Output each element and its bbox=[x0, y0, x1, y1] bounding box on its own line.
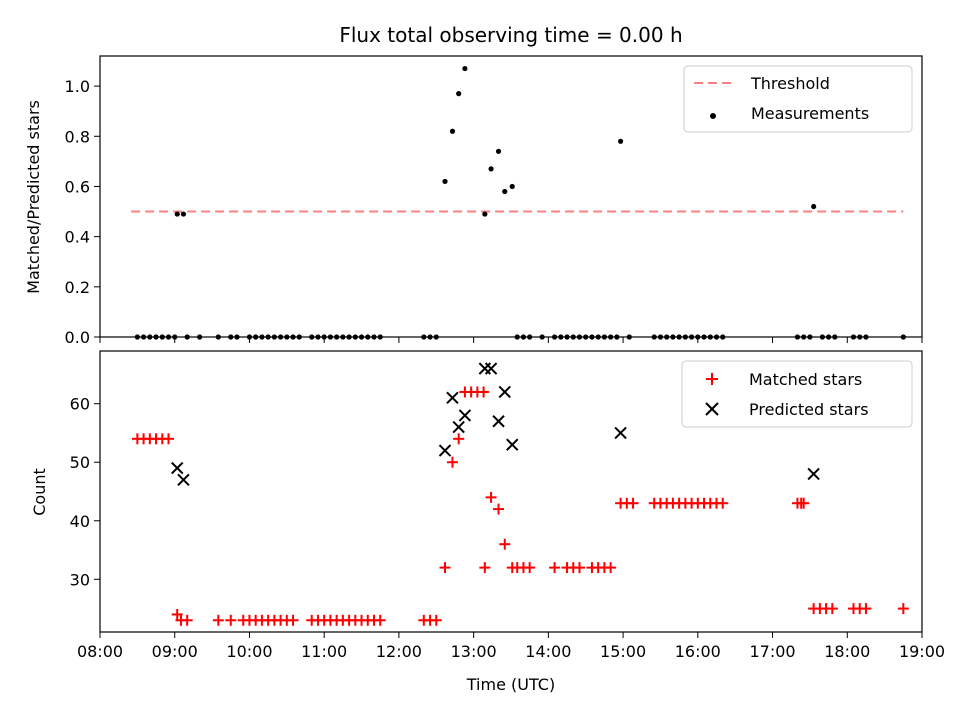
matched-stars-point bbox=[493, 503, 505, 515]
top-y-tick-label: 0.2 bbox=[65, 278, 90, 297]
matched-stars-point bbox=[574, 562, 585, 574]
bottom-axes: 08:00 09:00 10:00 11:00 12:00 13:00 14:00 15:00… bbox=[70, 395, 945, 661]
matched-stars-point bbox=[374, 614, 386, 626]
measurement-point bbox=[618, 138, 624, 144]
matched-legend-label: Matched stars bbox=[749, 370, 862, 389]
matched-stars-point bbox=[826, 603, 838, 615]
top-y-tick-label: 1.0 bbox=[65, 77, 90, 96]
threshold-legend-label: Threshold bbox=[750, 74, 830, 93]
measurement-point bbox=[502, 188, 508, 195]
predicted-stars-point bbox=[177, 473, 190, 486]
matched-stars-point bbox=[860, 603, 872, 615]
predicted-stars-point bbox=[458, 409, 472, 422]
x-tick-label: 16:00 bbox=[675, 642, 721, 661]
bottom-axes-frame bbox=[99, 350, 923, 633]
measurement-point bbox=[456, 91, 462, 97]
predicted-stars-point bbox=[498, 385, 511, 399]
matched-stars-point bbox=[798, 497, 810, 509]
matched-stars-point bbox=[225, 614, 237, 626]
matched-stars-point bbox=[181, 614, 193, 626]
measurement-point bbox=[442, 178, 448, 185]
bottom-y-tick-label: 40 bbox=[70, 512, 90, 531]
matched-stars-point bbox=[430, 614, 442, 626]
x-tick-label: 17:00 bbox=[749, 642, 795, 661]
figure-title: Flux total observing time = 0.00 h bbox=[339, 23, 682, 47]
predicted-stars-point bbox=[506, 438, 519, 451]
matched-stars-point bbox=[524, 562, 536, 574]
measurement-point bbox=[449, 128, 456, 134]
bottom-y-tick-label: 50 bbox=[70, 453, 90, 472]
measurements-legend-swatch bbox=[710, 113, 716, 119]
measurements-legend-label: Measurements bbox=[751, 104, 869, 123]
x-tick-label: 09:00 bbox=[152, 642, 198, 661]
x-tick-label: 12:00 bbox=[376, 642, 422, 661]
x-tick-label: 11:00 bbox=[301, 642, 347, 661]
predicted-legend-swatch bbox=[705, 402, 719, 416]
x-tick-label: 18:00 bbox=[824, 642, 870, 661]
measurement-point bbox=[482, 211, 488, 217]
top-y-tick-label: 0.8 bbox=[65, 127, 90, 146]
matched-legend-swatch bbox=[706, 373, 718, 385]
matched-stars-point bbox=[439, 562, 451, 574]
matched-stars-point bbox=[549, 562, 561, 574]
top-legend: Threshold Measurements bbox=[683, 65, 913, 133]
predicted-stars-point bbox=[807, 467, 820, 481]
top-legend-box bbox=[683, 65, 913, 133]
matched-stars-point bbox=[478, 386, 490, 398]
x-tick-label: 19:00 bbox=[899, 642, 945, 661]
measurement-point bbox=[180, 211, 187, 217]
bottom-y-tick-label: 30 bbox=[70, 570, 90, 589]
matched-stars-point bbox=[717, 497, 729, 509]
predicted-stars-point bbox=[171, 461, 184, 475]
bottom-legend-box bbox=[681, 360, 913, 428]
bottom-plot-area bbox=[131, 362, 909, 626]
predicted-stars-point bbox=[478, 362, 492, 375]
measurement-point bbox=[488, 166, 494, 172]
measurement-point bbox=[462, 65, 468, 72]
measurement-point bbox=[811, 203, 817, 210]
matched-stars-point bbox=[605, 562, 617, 574]
measurement-point bbox=[174, 211, 180, 217]
top-axes-frame bbox=[99, 55, 923, 338]
top-y-tick-label: 0.6 bbox=[65, 177, 90, 196]
x-axis-label: Time (UTC) bbox=[466, 675, 555, 694]
x-tick-label: 08:00 bbox=[77, 642, 123, 661]
bottom-y-tick-label: 60 bbox=[70, 395, 90, 414]
x-tick-label: 15:00 bbox=[600, 642, 646, 661]
matched-stars-point bbox=[171, 608, 183, 620]
matched-stars-point bbox=[479, 562, 491, 574]
matched-stars-point bbox=[453, 433, 465, 445]
top-axes: 0.0 0.2 0.4 0.6 0.8 1.0 bbox=[65, 77, 923, 347]
predicted-legend-label: Predicted stars bbox=[749, 400, 869, 419]
measurement-point bbox=[509, 183, 515, 190]
x-tick-label: 13:00 bbox=[451, 642, 497, 661]
bottom-panel: 08:00 09:00 10:00 11:00 12:00 13:00 14:00 15:00… bbox=[30, 350, 945, 694]
matched-stars-point bbox=[499, 538, 511, 550]
predicted-stars-point bbox=[484, 362, 498, 375]
matched-stars-point bbox=[897, 603, 909, 615]
bottom-y-axis-label: Count bbox=[30, 468, 49, 516]
matched-stars-point bbox=[485, 491, 497, 503]
predicted-stars-point bbox=[492, 415, 505, 428]
measurement-point bbox=[495, 148, 502, 154]
predicted-stars-point bbox=[452, 420, 465, 434]
top-y-axis-label: Matched/Predicted stars bbox=[24, 100, 43, 294]
matched-stars-point bbox=[212, 614, 224, 626]
predicted-stars-point bbox=[446, 391, 459, 405]
matched-stars-point bbox=[163, 433, 174, 445]
matched-stars-point bbox=[627, 497, 639, 509]
bottom-legend: Matched stars Predicted stars bbox=[681, 360, 913, 428]
matched-stars-point bbox=[446, 456, 458, 468]
x-tick-label: 10:00 bbox=[226, 642, 272, 661]
top-y-tick-label: 0.4 bbox=[65, 228, 90, 247]
matched-stars-point bbox=[287, 614, 299, 626]
predicted-stars-point bbox=[438, 444, 452, 457]
top-y-tick-label: 0.0 bbox=[65, 328, 90, 347]
x-tick-label: 14:00 bbox=[525, 642, 571, 661]
top-panel: 0.0 0.2 0.4 0.6 0.8 1.0 Matched/Predicted sta… bbox=[24, 55, 923, 347]
predicted-stars-point bbox=[614, 426, 627, 440]
